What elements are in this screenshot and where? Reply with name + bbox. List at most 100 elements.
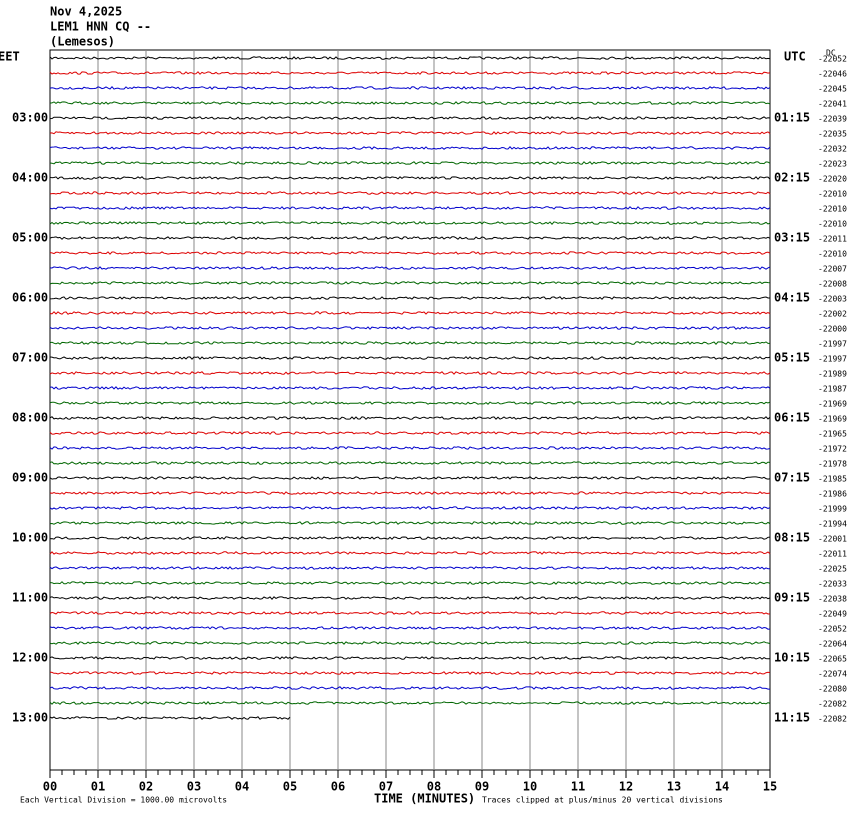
trace <box>49 431 771 435</box>
row-value: -21989 <box>818 370 847 379</box>
trace <box>49 191 771 195</box>
row-value: -22003 <box>818 295 847 304</box>
trace <box>49 71 771 75</box>
row-value: -22080 <box>818 685 847 694</box>
trace <box>49 401 771 405</box>
station: LEM1 HNN CQ -- <box>50 20 151 34</box>
trace <box>49 101 771 105</box>
trace <box>49 251 771 255</box>
trace <box>49 311 771 315</box>
trace <box>49 341 770 345</box>
row-value: -21997 <box>818 355 847 364</box>
trace <box>49 611 771 615</box>
left-time-label: 08:00 <box>12 411 48 425</box>
clip-note: Traces clipped at plus/minus 20 vertical… <box>482 796 723 805</box>
row-value: -22082 <box>818 715 847 724</box>
trace <box>49 221 771 225</box>
trace <box>49 596 771 600</box>
left-time-label: 03:00 <box>12 111 48 125</box>
x-tick-label: 06 <box>331 780 345 794</box>
left-time-label: 11:00 <box>12 591 48 605</box>
row-value: -22020 <box>818 175 847 184</box>
x-tick-label: 15 <box>763 780 777 794</box>
x-tick-label: 10 <box>523 780 537 794</box>
trace <box>49 461 771 465</box>
x-tick-label: 07 <box>379 780 393 794</box>
right-time-label: 10:15 <box>774 651 810 665</box>
date: Nov 4,2025 <box>50 5 122 19</box>
row-value: -22002 <box>818 310 847 319</box>
trace <box>49 56 771 60</box>
right-time-label: 05:15 <box>774 351 810 365</box>
trace <box>49 206 771 210</box>
row-value: -21978 <box>818 460 847 469</box>
right-time-label: 01:15 <box>774 111 810 125</box>
left-time-label: 13:00 <box>12 711 48 725</box>
plot-frame <box>49 49 771 771</box>
row-value: -22000 <box>818 325 847 334</box>
row-value: -22041 <box>818 100 847 109</box>
trace <box>49 641 771 645</box>
x-tick-label: 04 <box>235 780 249 794</box>
trace <box>49 656 771 660</box>
x-tick-label: 09 <box>475 780 489 794</box>
trace <box>49 446 771 450</box>
x-tick-label: 03 <box>187 780 201 794</box>
trace <box>49 281 771 285</box>
row-value: -21994 <box>818 520 847 529</box>
left-time-label: 10:00 <box>12 531 48 545</box>
row-value: -21997 <box>818 340 847 349</box>
row-value: -22033 <box>818 580 847 589</box>
right-time-label: 04:15 <box>774 291 810 305</box>
trace <box>49 626 771 630</box>
trace <box>49 581 771 585</box>
trace <box>49 86 771 90</box>
row-value: -22010 <box>818 250 847 259</box>
row-value: -22074 <box>818 670 847 679</box>
row-value: -22035 <box>818 130 847 139</box>
row-value: -22007 <box>818 265 847 274</box>
trace <box>49 536 771 540</box>
x-tick-label: 00 <box>43 780 57 794</box>
trace <box>49 236 771 240</box>
row-value: -22064 <box>818 640 847 649</box>
row-value: -21987 <box>818 385 847 394</box>
dc-label: DC <box>826 49 836 58</box>
trace <box>49 416 771 420</box>
row-value: -22010 <box>818 220 847 229</box>
row-value: -22010 <box>818 190 847 199</box>
row-value: -21969 <box>818 400 847 409</box>
row-value: -22049 <box>818 610 847 619</box>
trace <box>49 566 770 570</box>
left-axis-title: EET <box>0 50 20 64</box>
left-time-label: 04:00 <box>12 171 48 185</box>
row-value: -21986 <box>818 490 847 499</box>
left-time-label: 05:00 <box>12 231 48 245</box>
location: (Lemesos) <box>50 35 115 49</box>
row-value: -22052 <box>818 625 847 634</box>
trace <box>49 386 771 390</box>
trace <box>49 161 771 165</box>
trace <box>49 146 771 150</box>
trace <box>49 356 771 360</box>
trace <box>49 491 771 495</box>
right-time-label: 11:15 <box>774 711 810 725</box>
trace <box>49 326 771 330</box>
row-value: -22010 <box>818 205 847 214</box>
row-value: -22011 <box>818 550 847 559</box>
trace <box>49 701 771 705</box>
trace <box>49 521 771 525</box>
trace <box>49 371 771 375</box>
right-time-label: 02:15 <box>774 171 810 185</box>
row-value: -22032 <box>818 145 847 154</box>
row-value: -22046 <box>818 70 847 79</box>
row-value: -22001 <box>818 535 847 544</box>
left-time-label: 07:00 <box>12 351 48 365</box>
left-time-label: 09:00 <box>12 471 48 485</box>
row-value: -22065 <box>818 655 847 664</box>
row-value: -22082 <box>818 700 847 709</box>
x-tick-label: 13 <box>667 780 681 794</box>
x-axis-title: TIME (MINUTES) <box>374 792 475 806</box>
row-value: -22045 <box>818 85 847 94</box>
